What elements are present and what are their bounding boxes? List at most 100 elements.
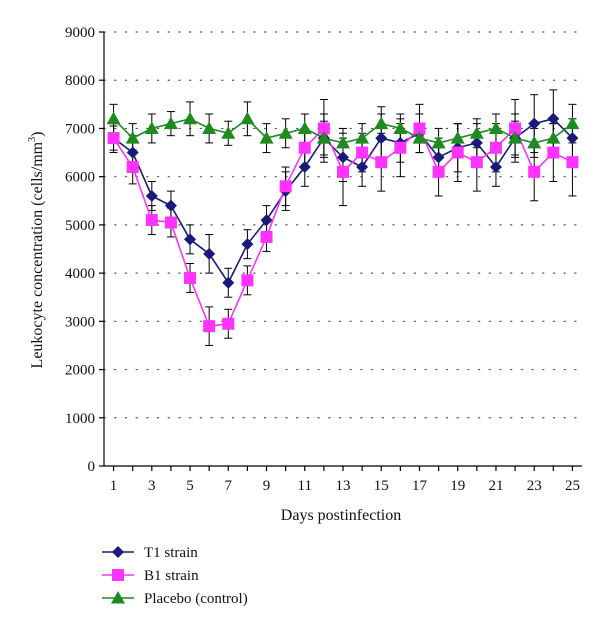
x-tick-label: 11 bbox=[298, 478, 312, 494]
y-axis-label: Leukocyte concentration (cells/mm3) bbox=[27, 132, 46, 369]
y-tick-label: 3000 bbox=[65, 314, 95, 330]
legend: T1 strain B1 strain Placebo (control) bbox=[102, 545, 248, 607]
x-tick-label: 21 bbox=[488, 478, 503, 494]
data-point bbox=[126, 161, 139, 174]
data-point bbox=[547, 112, 560, 125]
data-point bbox=[240, 111, 255, 125]
x-tick-label: 9 bbox=[263, 478, 271, 494]
data-point bbox=[374, 116, 389, 130]
y-tick-label: 8000 bbox=[65, 73, 95, 89]
data-point bbox=[432, 165, 445, 178]
data-point bbox=[469, 126, 484, 139]
data-point bbox=[106, 111, 121, 125]
data-point bbox=[356, 146, 369, 159]
data-point bbox=[336, 135, 350, 149]
data-point bbox=[337, 151, 349, 164]
series-markers bbox=[106, 111, 580, 333]
legend-label: T1 strain bbox=[144, 545, 198, 561]
y-tick-label: 9000 bbox=[65, 25, 95, 41]
x-tick-label: 3 bbox=[148, 478, 156, 494]
data-point bbox=[565, 116, 580, 130]
y-tick-label: 4000 bbox=[65, 266, 95, 282]
legend-marker bbox=[111, 591, 125, 604]
data-point bbox=[145, 189, 158, 202]
data-point bbox=[145, 214, 158, 227]
data-point bbox=[203, 247, 216, 260]
data-point bbox=[184, 271, 197, 284]
data-point bbox=[278, 126, 293, 139]
y-tick-label: 6000 bbox=[65, 170, 95, 186]
x-tick-label: 5 bbox=[186, 478, 194, 494]
y-axis-ticks: 0 1000 2000 3000 4000 5000 6000 7000 8000 9000 bbox=[65, 25, 104, 475]
data-point bbox=[222, 276, 235, 289]
data-point bbox=[107, 132, 120, 145]
data-point bbox=[241, 238, 254, 251]
x-tick-label: 19 bbox=[450, 478, 465, 494]
data-point bbox=[241, 274, 254, 287]
y-axis-label-superscript: 3 bbox=[27, 137, 38, 142]
data-point bbox=[317, 122, 330, 135]
data-point bbox=[279, 180, 292, 193]
data-point bbox=[508, 131, 523, 144]
data-point bbox=[356, 161, 369, 174]
data-point bbox=[528, 165, 541, 178]
data-point bbox=[375, 156, 388, 169]
data-point bbox=[221, 126, 236, 139]
data-point bbox=[528, 117, 541, 130]
data-point bbox=[183, 111, 198, 125]
data-point bbox=[297, 121, 312, 134]
data-point bbox=[163, 116, 178, 130]
y-axis-label-main: Leukocyte concentration (cells/mm bbox=[29, 141, 46, 368]
data-point bbox=[164, 216, 177, 229]
x-tick-label: 7 bbox=[225, 478, 233, 494]
data-point bbox=[375, 132, 388, 145]
legend-marker bbox=[112, 569, 124, 581]
data-point bbox=[259, 131, 274, 144]
data-point bbox=[393, 121, 408, 134]
legend-marker bbox=[112, 546, 124, 558]
data-point bbox=[125, 131, 140, 144]
x-tick-label: 25 bbox=[565, 478, 580, 494]
data-point bbox=[451, 146, 464, 159]
y-tick-label: 7000 bbox=[65, 121, 95, 137]
data-point bbox=[298, 141, 311, 154]
data-point bbox=[450, 131, 465, 144]
x-tick-label: 1 bbox=[110, 478, 118, 494]
x-tick-label: 23 bbox=[527, 478, 542, 494]
x-tick-label: 13 bbox=[336, 478, 351, 494]
y-tick-label: 1000 bbox=[65, 411, 95, 427]
x-tick-label: 15 bbox=[374, 478, 389, 494]
legend-label: Placebo (control) bbox=[144, 591, 248, 607]
data-point bbox=[546, 131, 561, 144]
data-point bbox=[394, 141, 407, 154]
data-point bbox=[431, 135, 446, 149]
y-tick-label: 2000 bbox=[65, 363, 95, 379]
data-point bbox=[489, 141, 502, 154]
data-point bbox=[488, 121, 503, 134]
data-point bbox=[527, 135, 542, 149]
data-point bbox=[164, 199, 177, 212]
data-point bbox=[566, 132, 579, 145]
y-tick-label: 0 bbox=[88, 459, 96, 475]
axes bbox=[103, 32, 582, 467]
data-point bbox=[413, 122, 426, 135]
x-tick-label: 17 bbox=[412, 478, 428, 494]
x-axis-label: Days postinfection bbox=[281, 507, 401, 524]
data-point bbox=[566, 156, 579, 169]
data-point bbox=[412, 131, 427, 144]
y-tick-label: 5000 bbox=[65, 218, 95, 234]
data-point bbox=[316, 131, 331, 144]
data-point bbox=[298, 161, 311, 174]
data-point bbox=[260, 214, 273, 227]
data-point bbox=[470, 156, 483, 169]
data-point bbox=[144, 121, 159, 134]
data-point bbox=[184, 233, 197, 246]
data-point bbox=[222, 317, 235, 330]
data-point bbox=[489, 161, 502, 174]
data-point bbox=[202, 121, 217, 134]
data-point bbox=[547, 146, 560, 159]
data-point bbox=[126, 146, 139, 159]
data-point bbox=[509, 122, 522, 135]
data-point bbox=[260, 230, 273, 243]
